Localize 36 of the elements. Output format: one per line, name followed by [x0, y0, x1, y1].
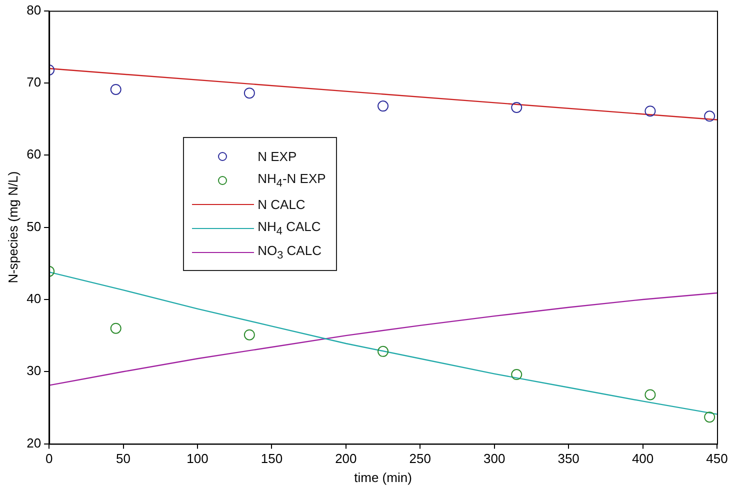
y-tick-label: 20 [26, 435, 42, 450]
point [244, 88, 255, 99]
x-tick-label: 250 [409, 451, 431, 466]
point [110, 322, 122, 334]
y-tick-label: 40 [26, 291, 42, 306]
legend-label: N CALC [258, 196, 306, 212]
point [511, 102, 522, 114]
legend-label: NH$_{4}$ CALC [258, 218, 321, 238]
x-tick-label: 200 [335, 451, 357, 466]
point [378, 346, 389, 357]
y-axis-title: N-species (mg N/L) [5, 171, 20, 284]
point [704, 412, 716, 423]
y-tick-label: 70 [26, 74, 42, 90]
point [378, 100, 389, 112]
y-tick-label: 30 [26, 363, 42, 378]
x-tick-label: 150 [260, 451, 283, 466]
point [511, 369, 522, 380]
x-tick-label: 100 [186, 451, 208, 466]
legend-label: NH$_{4}$-N EXP [258, 170, 326, 190]
point [110, 84, 122, 95]
x-axis-title: time (min) [354, 470, 412, 485]
point [704, 110, 716, 122]
legend-label: NO$_{3}$ CALC [258, 242, 322, 262]
x-tick-label: 300 [484, 451, 506, 466]
x-tick-label: 350 [558, 451, 580, 466]
x-tick-label: 0 [45, 451, 53, 466]
x-tick-label: 400 [632, 451, 654, 466]
x-tick-label: 450 [706, 451, 728, 466]
point [244, 329, 255, 340]
y-tick-label: 60 [26, 146, 42, 162]
point [644, 389, 656, 400]
y-tick-label: 50 [26, 218, 42, 234]
x-tick-label: 50 [116, 451, 131, 466]
y-tick-label: 80 [26, 2, 42, 18]
legend-label: N EXP [258, 148, 297, 164]
point [644, 106, 656, 117]
